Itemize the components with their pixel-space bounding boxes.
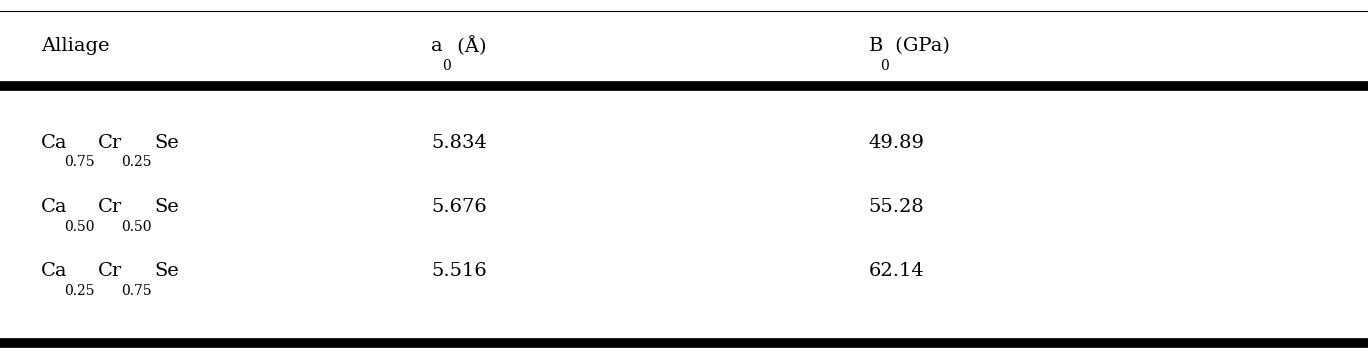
- Text: Se: Se: [155, 198, 179, 216]
- Text: 5.516: 5.516: [431, 262, 487, 280]
- Text: 0.75: 0.75: [64, 155, 94, 170]
- Text: 5.834: 5.834: [431, 134, 487, 152]
- Text: 62.14: 62.14: [869, 262, 925, 280]
- Text: Ca: Ca: [41, 262, 67, 280]
- Text: a: a: [431, 37, 442, 55]
- Text: 0.50: 0.50: [64, 220, 94, 234]
- Text: 0.75: 0.75: [120, 284, 152, 298]
- Text: 0: 0: [881, 59, 889, 73]
- Text: B: B: [869, 37, 884, 55]
- Text: 5.676: 5.676: [431, 198, 487, 216]
- Text: Ca: Ca: [41, 134, 67, 152]
- Text: Cr: Cr: [97, 198, 122, 216]
- Text: Se: Se: [155, 262, 179, 280]
- Text: Se: Se: [155, 134, 179, 152]
- Text: Ca: Ca: [41, 198, 67, 216]
- Text: 0.25: 0.25: [64, 284, 94, 298]
- Text: Cr: Cr: [97, 262, 122, 280]
- Text: Alliage: Alliage: [41, 37, 109, 55]
- Text: 55.28: 55.28: [869, 198, 925, 216]
- Text: 0.50: 0.50: [120, 220, 152, 234]
- Text: Cr: Cr: [97, 134, 122, 152]
- Text: (GPa): (GPa): [889, 37, 949, 55]
- Text: (Å): (Å): [451, 36, 487, 56]
- Text: 49.89: 49.89: [869, 134, 925, 152]
- Text: 0: 0: [443, 59, 451, 73]
- Text: 0.25: 0.25: [120, 155, 152, 170]
